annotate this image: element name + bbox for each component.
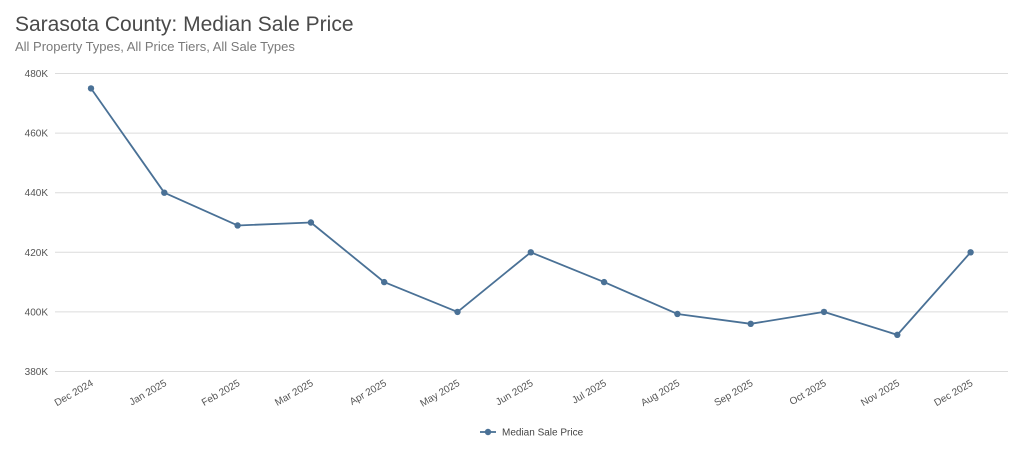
data-point[interactable] [161,189,168,196]
series-line [90,87,972,336]
data-point[interactable] [747,320,754,328]
x-tick-label: Jan 2025 [128,378,170,408]
x-tick-label: Nov 2025 [859,378,902,409]
data-point[interactable] [674,310,681,318]
data-point[interactable] [307,219,315,226]
data-point[interactable] [967,249,974,256]
x-tick-label: Aug 2025 [639,378,682,409]
y-tick-label: 400K [25,307,49,318]
legend[interactable]: Median Sale Price [480,428,584,439]
x-axis-tick-labels: Dec 2024 Jan 2025 Feb 2025 Mar 2025 Apr 2025… [53,378,976,410]
legend-label: Median Sale Price [502,428,584,439]
series-median-sale-price [87,85,974,339]
x-tick-label: Jul 2025 [570,378,609,407]
legend-marker-icon [484,428,492,436]
x-tick-label: Dec 2024 [53,378,96,409]
x-tick-label: Apr 2025 [348,378,389,408]
data-point[interactable] [234,222,241,229]
data-point[interactable] [820,308,828,316]
data-point[interactable] [454,308,461,316]
data-point[interactable] [381,278,388,286]
x-tick-label: Oct 2025 [788,378,829,408]
y-tick-label: 480K [25,69,49,80]
x-tick-label: Feb 2025 [200,378,242,409]
x-tick-label: May 2025 [418,378,462,410]
x-tick-label: Dec 2025 [933,378,976,409]
y-tick-label: 380K [25,367,49,378]
gridlines [55,73,1008,372]
chart-title: Sarasota County: Median Sale Price [15,13,354,36]
data-point[interactable] [894,331,901,339]
y-tick-label: 460K [25,129,49,140]
x-tick-label: Jun 2025 [494,378,536,408]
y-tick-label: 420K [25,248,49,259]
y-tick-label: 440K [25,188,49,199]
x-tick-label: Sep 2025 [713,378,756,409]
y-axis-tick-labels: 380K 400K 420K 440K 460K 480K [25,69,49,378]
data-point[interactable] [600,278,608,286]
chart-subtitle: All Property Types, All Price Tiers, All… [15,39,295,54]
data-point[interactable] [527,249,534,256]
data-point[interactable] [87,85,95,92]
x-tick-label: Mar 2025 [273,378,315,409]
